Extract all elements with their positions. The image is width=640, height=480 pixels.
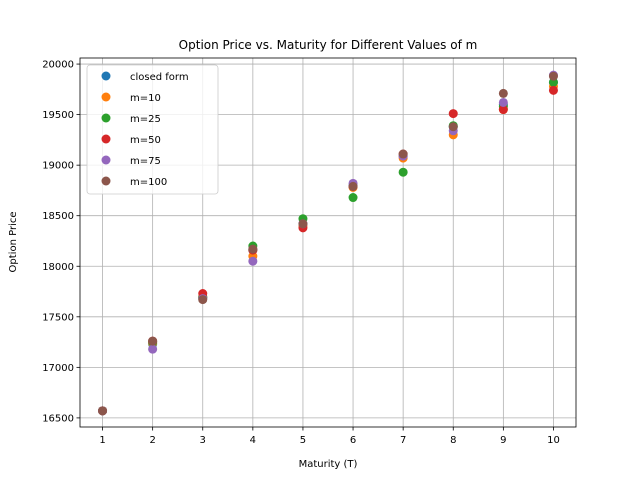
y-tick-label: 17500 [42, 312, 74, 323]
data-point-m-50 [498, 105, 508, 115]
legend-label: closed form [130, 72, 189, 83]
data-point-m-100 [298, 219, 308, 229]
x-axis-label: Maturity (T) [299, 459, 358, 470]
data-point-m-100 [98, 406, 108, 416]
legend-marker [101, 71, 111, 81]
data-points [98, 70, 558, 416]
legend-box [86, 64, 219, 195]
data-point-m-50 [448, 109, 458, 119]
legend-marker [101, 113, 111, 123]
y-tick-label: 18500 [42, 211, 74, 222]
data-point-m-100 [498, 88, 508, 98]
data-point-m-75 [148, 344, 158, 354]
x-tick-label: 10 [547, 435, 560, 446]
y-axis-label: Option Price [8, 212, 19, 273]
data-point-m-100 [398, 149, 408, 159]
x-tick-label: 3 [200, 435, 206, 446]
data-point-m-100 [148, 336, 158, 346]
x-tick-label: 6 [350, 435, 356, 446]
data-point-m-100 [348, 181, 358, 191]
legend-marker [101, 134, 111, 144]
y-axis-ticks: 16500 17000 17500 18000 18500 19000 19500 20000 [42, 60, 80, 424]
legend-label: m=25 [130, 114, 161, 125]
x-tick-label: 8 [450, 435, 456, 446]
x-tick-label: 1 [99, 435, 105, 446]
x-tick-label: 7 [400, 435, 406, 446]
x-tick-label: 4 [250, 435, 256, 446]
x-axis-ticks: 1 2 3 4 5 6 7 8 9 10 [99, 427, 560, 446]
data-point-m-100 [448, 122, 458, 132]
data-point-m-50 [548, 85, 558, 95]
legend-label: m=10 [130, 93, 161, 104]
data-point-m-25 [398, 167, 408, 177]
x-tick-label: 2 [149, 435, 155, 446]
y-tick-label: 19500 [42, 110, 74, 121]
legend-label: m=75 [130, 156, 161, 167]
data-point-m-100 [248, 244, 258, 254]
legend-marker [101, 92, 111, 102]
data-point-m-75 [248, 256, 258, 266]
data-point-m-100 [198, 295, 208, 305]
data-point-m-75 [498, 97, 508, 107]
legend-marker [101, 155, 111, 165]
y-tick-label: 16500 [42, 413, 74, 424]
legend-marker [101, 176, 111, 186]
y-tick-label: 20000 [42, 60, 74, 71]
y-tick-label: 19000 [42, 161, 74, 172]
plot-frame [79, 57, 577, 428]
legend-label: m=100 [130, 177, 167, 188]
legend-label: m=50 [130, 135, 161, 146]
x-tick-label: 5 [300, 435, 306, 446]
chart-title: Option Price vs. Maturity for Different … [179, 38, 478, 52]
data-point-m-100 [548, 71, 558, 81]
y-tick-label: 17000 [42, 363, 74, 374]
x-tick-label: 9 [500, 435, 506, 446]
legend: closed form m=10 m=25 m=50 m=75 m=100 [86, 64, 219, 195]
y-tick-label: 18000 [42, 262, 74, 273]
data-point-m-25 [348, 193, 358, 203]
